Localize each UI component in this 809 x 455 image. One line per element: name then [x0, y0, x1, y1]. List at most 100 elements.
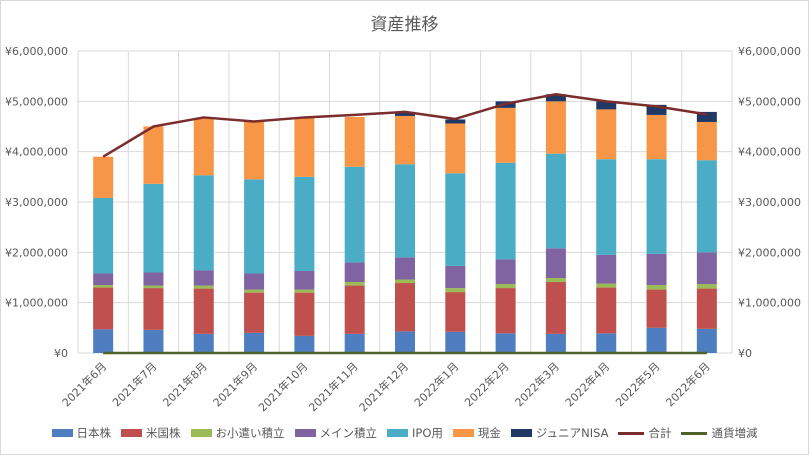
legend-item: 米国株 — [121, 425, 181, 441]
y-tick-label-right: ¥2,000,000 — [738, 246, 801, 259]
x-tick-label: 2022年2月 — [462, 359, 512, 409]
bar-segment — [646, 159, 667, 254]
bar-segment — [193, 175, 214, 271]
bar-segment — [294, 292, 315, 336]
bar-segment — [395, 115, 415, 165]
legend-item: メイン積立 — [294, 425, 378, 441]
bar-segment — [193, 117, 214, 176]
x-tick-label: 2021年7月 — [109, 359, 159, 409]
bar-segment — [143, 329, 164, 353]
bar-segment — [596, 254, 617, 284]
bar-segment — [445, 123, 466, 174]
bar-segment — [294, 270, 315, 290]
legend-swatch — [618, 431, 645, 435]
legend-label: 米国株 — [146, 426, 181, 440]
bar-segment — [696, 111, 717, 122]
legend-label: IPO用 — [412, 426, 443, 440]
bar-segment — [696, 121, 717, 161]
legend-item: 日本株 — [51, 425, 112, 441]
legend-swatch — [681, 431, 708, 435]
chart-title: 資産推移 — [370, 15, 439, 35]
legend-item: ジュニアNISA — [510, 425, 608, 441]
bar-segment — [495, 288, 516, 334]
y-tick-label-right: ¥5,000,000 — [738, 95, 801, 108]
bar-segment — [244, 332, 265, 353]
y-tick-label-left: ¥2,000,000 — [5, 246, 68, 259]
bar-segment — [646, 327, 667, 353]
bar-segment — [143, 126, 164, 184]
bar-segment — [445, 265, 466, 289]
bar-segment — [646, 104, 667, 115]
bar-segment — [294, 289, 315, 293]
bar-segment — [646, 114, 667, 160]
y-tick-label-left: ¥0 — [54, 347, 68, 360]
bar-segment — [395, 279, 415, 284]
legend-swatch — [121, 429, 143, 437]
bar-segment — [696, 328, 717, 353]
x-tick-label: 2021年10月 — [255, 359, 310, 414]
bar-segment — [344, 333, 365, 353]
x-tick-label: 2022年4月 — [562, 359, 612, 409]
legend-label: メイン積立 — [319, 426, 378, 440]
bar-segment — [596, 109, 617, 160]
bar-segment — [143, 288, 164, 330]
bar-segment — [294, 117, 315, 177]
series-line — [102, 93, 708, 158]
y-tick-label-right: ¥1,000,000 — [738, 297, 801, 310]
bar-segment — [93, 156, 114, 198]
bar-segment — [696, 284, 717, 289]
bar-segment — [344, 285, 365, 334]
x-tick-label: 2021年6月 — [59, 359, 109, 409]
bar-segment — [193, 285, 214, 289]
bar-segment — [294, 335, 315, 353]
bar-segment — [445, 288, 466, 293]
bar-segment — [93, 287, 114, 330]
bar-segment — [596, 287, 617, 334]
legend-item: IPO用 — [387, 425, 443, 441]
bar-segment — [344, 116, 365, 167]
bar-segment — [193, 333, 214, 353]
bar-segment — [596, 101, 617, 110]
bar-segment — [395, 331, 415, 353]
x-tick-label: 2022年6月 — [663, 359, 713, 409]
x-tick-label: 2022年5月 — [612, 359, 662, 409]
bar-segment — [646, 253, 667, 286]
bar-segment — [395, 111, 415, 116]
y-tick-label-right: ¥6,000,000 — [738, 45, 801, 58]
bar-segment — [545, 278, 566, 283]
bar-segment — [545, 101, 566, 154]
bar-segment — [193, 270, 214, 286]
bar-segment — [344, 262, 365, 283]
bar-segment — [696, 160, 717, 253]
bar-segment — [143, 272, 164, 286]
bar-segment — [445, 292, 466, 332]
bar-segment — [244, 121, 265, 180]
bar-segment — [93, 285, 114, 288]
bar-segment — [143, 183, 164, 273]
bar-segment — [545, 248, 566, 279]
bar-segment — [244, 292, 265, 333]
x-tick-label: 2021年9月 — [210, 359, 260, 409]
y-tick-label-left: ¥6,000,000 — [5, 45, 68, 58]
legend-swatch — [294, 429, 316, 437]
legend-item: 現金 — [452, 425, 501, 441]
legend-swatch — [387, 429, 409, 437]
bar-segment — [545, 282, 566, 334]
legend-swatch — [510, 429, 532, 437]
bar-segment — [596, 159, 617, 255]
bar-segment — [545, 153, 566, 249]
legend-label: 日本株 — [76, 426, 112, 440]
x-tick-label: 2021年11月 — [306, 359, 361, 414]
bar-segment — [93, 197, 114, 274]
legend-swatch — [190, 429, 212, 437]
legend-label: お小遣い積立 — [215, 426, 285, 440]
bar-segment — [395, 283, 415, 332]
bar-segment — [244, 273, 265, 290]
y-tick-label-right: ¥0 — [738, 347, 752, 360]
bar-segment — [495, 333, 516, 353]
bar-segment — [545, 333, 566, 353]
legend-swatch — [51, 429, 73, 437]
legend-item: 通貨増減 — [681, 425, 757, 441]
x-tick-label: 2022年1月 — [411, 359, 461, 409]
